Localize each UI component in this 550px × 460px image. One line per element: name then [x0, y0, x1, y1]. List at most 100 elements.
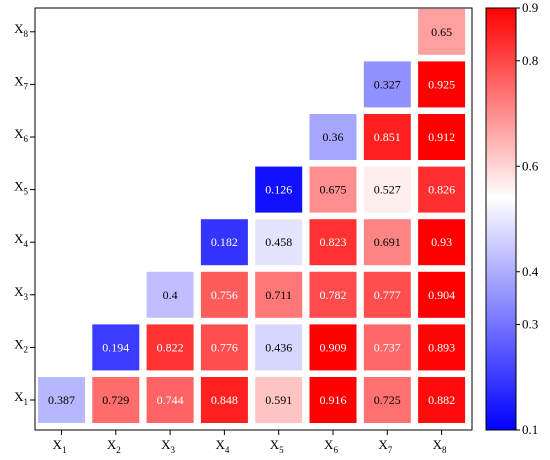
heatmap-cell-label-X8-X4: 0.93: [431, 235, 452, 249]
x-tick-label-X6: X6: [324, 437, 338, 455]
heatmap-cell-X5-X4: [255, 219, 303, 266]
x-tick-label-X4: X4: [215, 437, 229, 455]
x-tick-label-X2: X2: [107, 437, 121, 455]
heatmap-cell-X8-X5: [418, 166, 466, 213]
heatmap-cell-X7-X5: [363, 166, 411, 213]
heatmap-cell-label-X7-X3: 0.777: [374, 288, 401, 302]
heatmap-cell-label-X8-X7: 0.925: [428, 77, 455, 91]
x-tick-label-X5: X5: [270, 437, 284, 455]
heatmap-cell-X6-X2: [309, 324, 357, 371]
colorbar-tick-label-0.3: 0.3: [522, 317, 538, 332]
colorbar-tick-label-0.6: 0.6: [522, 158, 539, 173]
heatmap-cell-X3-X3: [146, 271, 194, 318]
heatmap-cell-X8-X4: [418, 219, 466, 266]
heatmap-cell-X5-X3: [255, 271, 303, 318]
heatmap-cell-label-X7-X5: 0.527: [374, 183, 401, 197]
y-tick-label-X2: X2: [14, 336, 28, 354]
y-tick-label-X1: X1: [14, 389, 28, 407]
heatmap-cell-X6-X6: [309, 114, 357, 160]
heatmap-cell-X8-X3: [418, 271, 466, 318]
x-tick-label-X1: X1: [53, 437, 67, 455]
y-tick-label-X8: X8: [14, 21, 28, 39]
heatmap-cell-label-X6-X4: 0.823: [320, 235, 347, 249]
colorbar-tick-label-0.4: 0.4: [522, 264, 539, 279]
x-tick-label-X8: X8: [433, 437, 447, 455]
heatmap-cell-X8-X8: [418, 8, 466, 55]
heatmap-cell-label-X7-X7: 0.327: [374, 77, 401, 91]
heatmap-cell-label-X7-X6: 0.851: [374, 130, 401, 144]
heatmap-cell-X8-X7: [418, 61, 466, 108]
x-axis-ticks: X1 X2 X3 X4 X5 X6 X7 X8: [53, 430, 447, 455]
heatmap-cell-X5-X1: [255, 377, 303, 423]
colorbar-tick-label-0.8: 0.8: [522, 53, 538, 68]
heatmap-cell-label-X7-X4: 0.691: [374, 235, 401, 249]
heatmap-cell-label-X6-X1: 0.916: [320, 393, 347, 407]
y-tick-label-X4: X4: [14, 231, 28, 249]
colorbar-tick-label-0.9: 0.9: [522, 0, 538, 15]
colorbar-gradient: [485, 7, 517, 431]
heatmap-cell-X2-X2: [92, 324, 140, 371]
heatmap-cell-label-X8-X5: 0.826: [428, 183, 455, 197]
heatmap-cell-label-X6-X2: 0.909: [320, 340, 347, 354]
heatmap-cell-label-X4-X2: 0.776: [211, 340, 238, 354]
heatmap-cell-X5-X5: [255, 166, 303, 213]
heatmap-cell-X3-X1: [146, 377, 194, 423]
heatmap-cell-label-X6-X5: 0.675: [320, 183, 347, 197]
heatmap-cell-label-X4-X4: 0.182: [211, 235, 238, 249]
heatmap-cell-label-X5-X1: 0.591: [265, 393, 292, 407]
heatmap-cell-X2-X1: [92, 377, 140, 423]
heatmap-cell-X7-X6: [363, 114, 411, 160]
heatmap-cell-X4-X3: [200, 271, 248, 318]
x-tick-label-X7: X7: [378, 437, 392, 455]
heatmap-cell-label-X5-X3: 0.711: [265, 288, 292, 302]
colorbar: 0.1 0.3 0.4 0.6 0.8 0.9: [485, 0, 539, 437]
heatmap-cell-X8-X1: [418, 377, 466, 423]
y-tick-label-X6: X6: [14, 126, 28, 144]
heatmap-cell-X7-X7: [363, 61, 411, 108]
heatmap-cell-label-X8-X8: 0.65: [431, 25, 452, 39]
heatmap-cell-X7-X4: [363, 219, 411, 266]
heatmap-cell-X8-X2: [418, 324, 466, 371]
heatmap-cell-label-X7-X2: 0.737: [374, 340, 401, 354]
heatmap-cells: 0.387 0.729 0.744 0.848 0.591 0.916 0.725 0.882…: [38, 8, 466, 423]
heatmap-cell-label-X3-X2: 0.822: [157, 340, 184, 354]
heatmap-cell-X3-X2: [146, 324, 194, 371]
heatmap-cell-label-X4-X3: 0.756: [211, 288, 238, 302]
heatmap-cell-label-X8-X3: 0.904: [428, 288, 455, 302]
heatmap-cell-label-X1-X1: 0.387: [48, 393, 75, 407]
heatmap-cell-X4-X1: [200, 377, 248, 423]
heatmap-cell-label-X8-X2: 0.893: [428, 340, 455, 354]
heatmap-cell-label-X3-X1: 0.744: [157, 393, 184, 407]
heatmap-cell-label-X3-X3: 0.4: [163, 288, 178, 302]
heatmap-cell-X4-X4: [200, 219, 248, 266]
heatmap-cell-X7-X1: [363, 377, 411, 423]
heatmap-cell-label-X2-X1: 0.729: [102, 393, 129, 407]
heatmap-cell-X6-X1: [309, 377, 357, 423]
heatmap-cell-label-X8-X6: 0.912: [428, 130, 455, 144]
heatmap-cell-X4-X2: [200, 324, 248, 371]
y-tick-label-X7: X7: [14, 73, 28, 91]
heatmap-cell-X7-X3: [363, 271, 411, 318]
heatmap-cell-label-X5-X2: 0.436: [265, 340, 292, 354]
heatmap-cell-X6-X3: [309, 271, 357, 318]
heatmap-cell-label-X6-X6: 0.36: [323, 130, 344, 144]
heatmap-cell-label-X8-X1: 0.882: [428, 393, 455, 407]
heatmap-cell-X7-X2: [363, 324, 411, 371]
heatmap-cell-label-X4-X1: 0.848: [211, 393, 238, 407]
heatmap-cell-label-X6-X3: 0.782: [320, 288, 347, 302]
heatmap-cell-label-X5-X5: 0.126: [265, 183, 292, 197]
colorbar-tick-label-0.1: 0.1: [522, 422, 538, 437]
heatmap-cell-X6-X4: [309, 219, 357, 266]
y-tick-label-X3: X3: [14, 284, 28, 302]
y-axis-ticks: X1 X2 X3 X4 X5 X6 X7 X8: [14, 21, 35, 407]
heatmap-cell-X8-X6: [418, 114, 466, 160]
heatmap-cell-X5-X2: [255, 324, 303, 371]
heatmap-cell-label-X2-X2: 0.194: [102, 340, 129, 354]
heatmap-cell-X6-X5: [309, 166, 357, 213]
x-tick-label-X3: X3: [161, 437, 175, 455]
heatmap-cell-label-X7-X1: 0.725: [374, 393, 401, 407]
y-tick-label-X5: X5: [14, 179, 28, 197]
heatmap-cell-label-X5-X4: 0.458: [265, 235, 292, 249]
heatmap-cell-X1-X1: [38, 377, 85, 423]
